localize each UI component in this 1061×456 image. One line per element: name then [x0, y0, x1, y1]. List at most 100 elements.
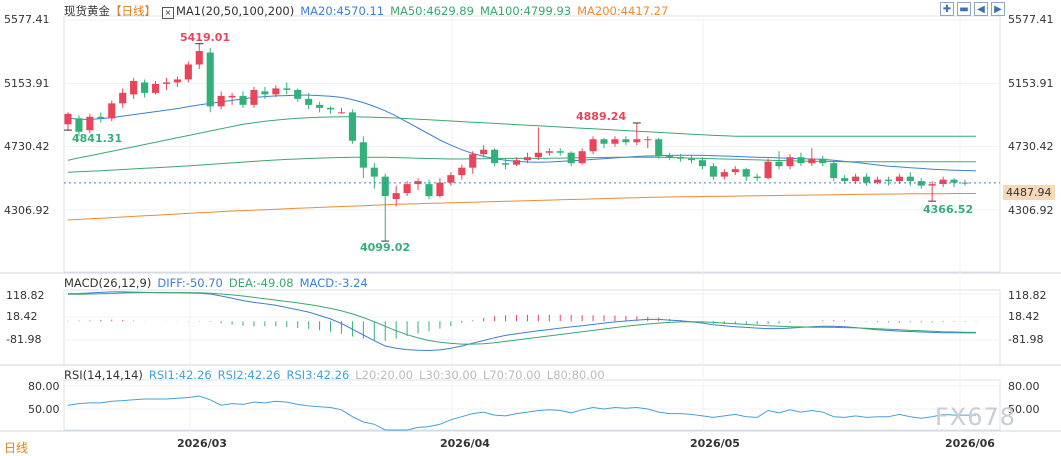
- candle-body: [491, 149, 499, 164]
- candle-body: [141, 82, 149, 93]
- candle-body: [512, 160, 521, 165]
- candle-body: [545, 151, 553, 153]
- x-tick-1: 2026/04: [440, 437, 490, 450]
- macd-dea-line: [68, 292, 976, 345]
- candle-body: [906, 176, 914, 182]
- ma-line-ma200: [67, 193, 976, 221]
- candle-body: [720, 172, 728, 177]
- ma-toggle-icon[interactable]: ⨯: [162, 7, 174, 19]
- candle-body: [359, 142, 367, 168]
- candle-body: [950, 179, 958, 183]
- l80-value: L80:80.00: [546, 368, 605, 382]
- macd-tick-left-2: -81.98: [6, 333, 42, 346]
- candle-body: [895, 176, 903, 182]
- rsi-label: RSI(14,14,14): [64, 368, 143, 382]
- candle-body: [589, 139, 597, 152]
- ma50-value: MA50:4629.89: [390, 4, 474, 18]
- y-tick-right-2: 4730.42: [1008, 140, 1054, 153]
- candle-body: [611, 139, 619, 144]
- y-tick-left-3: 4306.92: [4, 204, 50, 217]
- candle-body: [75, 118, 83, 132]
- candle-body: [173, 79, 181, 83]
- period-tab[interactable]: 日线: [4, 441, 29, 455]
- ma-label: MA1(20,50,100,200): [176, 4, 295, 18]
- macd-pane-frame: [63, 289, 1001, 366]
- y-tick-left-0: 5577.41: [4, 13, 50, 26]
- candle-body: [458, 167, 466, 176]
- candle-body: [162, 82, 171, 84]
- price-header: 现货黄金【日线】 ⨯ MA1(20,50,100,200) MA20:4570.11 M…: [64, 3, 674, 19]
- candle-body: [884, 179, 892, 182]
- candle-body: [731, 169, 739, 173]
- candle-body: [305, 98, 313, 105]
- macd-label: MACD(26,12,9): [64, 276, 152, 290]
- candle-body: [917, 181, 925, 186]
- macd-tick-left-0: 118.82: [6, 289, 45, 302]
- candle-body: [337, 112, 346, 114]
- rsi-pane-frame: [63, 379, 1001, 431]
- candle-body: [502, 163, 510, 165]
- rsi-tick-right-1: 50.00: [1008, 403, 1040, 416]
- candle-body: [698, 160, 707, 167]
- macd-tick-right-2: -81.98: [1008, 333, 1044, 346]
- candle-body: [392, 193, 400, 200]
- zoom-out-icon[interactable]: ▬: [957, 2, 971, 16]
- rsi-tick-left-1: 50.00: [28, 403, 60, 416]
- price-pane-frame: [63, 15, 1001, 273]
- l30-value: L30:30.00: [419, 368, 477, 382]
- candle-body: [447, 175, 455, 183]
- candle-body: [687, 158, 696, 161]
- annotation-high2: 4889.24: [576, 110, 627, 123]
- candle-body: [534, 152, 542, 158]
- watermark-logo: FX678: [935, 403, 1017, 431]
- candle-body: [841, 178, 849, 182]
- macd-header: MACD(26,12,9) DIFF:-50.70 DEA:-49.08 MACD:-…: [64, 276, 374, 290]
- candle-body: [928, 184, 936, 186]
- candle-body: [764, 161, 772, 179]
- y-tick-left-1: 5153.91: [4, 77, 50, 90]
- rsi-line: [67, 395, 976, 431]
- candle-body: [425, 184, 433, 197]
- macd-diff-line: [67, 291, 976, 352]
- candle-body: [130, 80, 138, 95]
- candle-body: [316, 104, 324, 108]
- candle-body: [294, 89, 302, 99]
- candle-body: [151, 83, 160, 93]
- candle-body: [195, 51, 203, 65]
- l70-value: L70:70.00: [482, 368, 541, 382]
- candle-body: [556, 151, 564, 153]
- candle-body: [873, 179, 882, 183]
- period-label: 【日线】: [110, 4, 156, 18]
- candle-body: [239, 95, 247, 105]
- zoom-in-icon[interactable]: ✚: [940, 2, 954, 16]
- ma100-value: MA100:4799.93: [479, 4, 572, 18]
- candle-body: [370, 167, 378, 177]
- scroll-right-icon[interactable]: ▶: [991, 2, 1005, 16]
- candle-body: [97, 116, 105, 119]
- candle-body: [677, 157, 685, 159]
- last-price-tag: 4487.94: [1003, 185, 1055, 200]
- ma-line-ma20: [67, 94, 976, 172]
- rsi2-value: RSI2:42.26: [217, 368, 281, 382]
- y-tick-left-2: 4730.42: [4, 140, 50, 153]
- rsi-header: RSI(14,14,14) RSI1:42.26 RSI2:42.26 RSI3:42…: [64, 368, 611, 382]
- candle-body: [830, 163, 838, 179]
- candle-body: [206, 52, 214, 107]
- symbol-name: 现货黄金: [64, 4, 110, 18]
- rsi1-value: RSI1:42.26: [148, 368, 212, 382]
- candle-body: [326, 107, 335, 110]
- macd-tick-right-1: 18.42: [1008, 310, 1040, 323]
- y-tick-right-1: 5153.91: [1008, 77, 1054, 90]
- candle-body: [600, 139, 608, 144]
- scroll-left-icon[interactable]: ◀: [974, 2, 988, 16]
- y-tick-right-0: 5577.41: [1008, 13, 1054, 26]
- candle-body: [622, 139, 630, 143]
- candle-body: [862, 176, 871, 183]
- candle-body: [64, 113, 72, 125]
- ma200-value: MA200:4417.27: [577, 4, 669, 18]
- candle-body: [217, 95, 225, 107]
- candle-body: [283, 88, 291, 90]
- candle-body: [119, 92, 127, 104]
- x-tick-0: 2026/03: [177, 437, 227, 450]
